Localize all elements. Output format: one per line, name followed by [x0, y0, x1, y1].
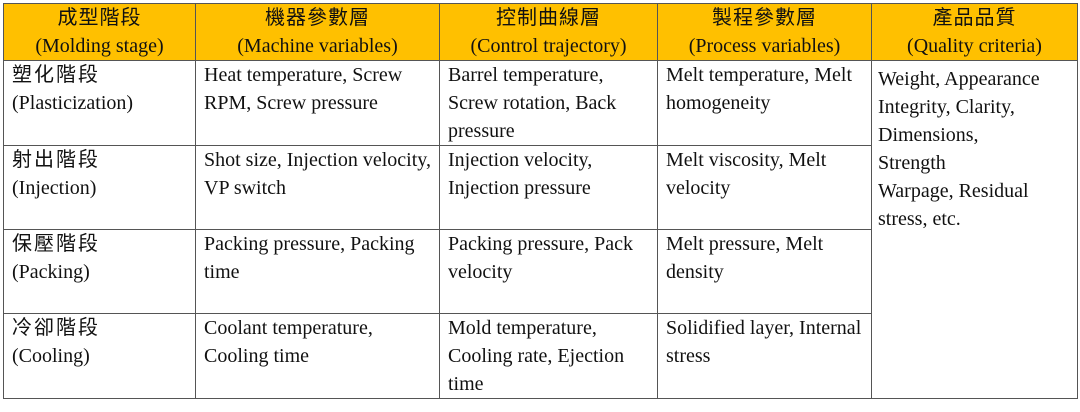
header-label-en: (Control trajectory) [470, 35, 627, 57]
machine-variables-text: Packing pressure, Packing time [204, 233, 415, 283]
header-label-en: (Molding stage) [35, 35, 164, 57]
stage-name-zh: 射出階段 [12, 149, 100, 171]
header-control-trajectory: 控制曲線層 (Control trajectory) [439, 3, 658, 61]
table-body: 塑化階段 (Plasticization) Heat temperature, … [3, 60, 1078, 399]
machine-variables-text: Heat temperature, Screw RPM, Screw press… [204, 64, 403, 114]
table-header: 成型階段 (Molding stage) 機器參數層 (Machine vari… [3, 3, 1078, 61]
stage-name-en: (Packing) [12, 261, 90, 283]
stage-cell: 塑化階段 (Plasticization) [3, 60, 196, 146]
process-variables-cell: Melt temperature, Melt homogeneity [657, 60, 872, 146]
control-trajectory-cell: Injection velocity, Injection pressure [439, 145, 658, 230]
stage-name-zh: 塑化階段 [12, 64, 100, 86]
table-row-cooling: 冷卻階段 (Cooling) Coolant temperature, Cool… [3, 313, 1078, 399]
table-row-injection: 射出階段 (Injection) Shot size, Injection ve… [3, 145, 1078, 230]
header-label-zh: 製程參數層 [712, 7, 817, 29]
quality-criteria-cell: Weight, Appearance Integrity, Clarity, D… [871, 60, 1078, 399]
header-label-en: (Process variables) [688, 35, 841, 57]
control-trajectory-text: Packing pressure, Pack velocity [448, 233, 633, 283]
table-row-packing: 保壓階段 (Packing) Packing pressure, Packing… [3, 229, 1078, 314]
quality-line: Warpage, Residual [878, 180, 1029, 202]
quality-line: Integrity, Clarity, [878, 96, 1015, 118]
machine-variables-cell: Shot size, Injection velocity, VP switch [195, 145, 440, 230]
process-variables-cell: Solidified layer, Internal stress [657, 313, 872, 399]
machine-variables-cell: Coolant temperature, Cooling time [195, 313, 440, 399]
header-quality-criteria: 產品品質 (Quality criteria) [871, 3, 1078, 61]
process-variables-cell: Melt viscosity, Melt velocity [657, 145, 872, 230]
stage-name-en: (Cooling) [12, 345, 90, 367]
process-variables-text: Solidified layer, Internal stress [666, 317, 862, 367]
quality-line: Strength [878, 152, 946, 174]
molding-process-table: 成型階段 (Molding stage) 機器參數層 (Machine vari… [3, 3, 1078, 399]
header-label-zh: 機器參數層 [265, 7, 370, 29]
header-label-en: (Machine variables) [237, 35, 398, 57]
stage-name-en: (Plasticization) [12, 92, 134, 114]
process-variables-text: Melt viscosity, Melt velocity [666, 149, 827, 199]
stage-cell: 保壓階段 (Packing) [3, 229, 196, 314]
machine-variables-text: Shot size, Injection velocity, VP switch [204, 149, 431, 199]
quality-line: Dimensions, [878, 124, 979, 146]
stage-name-zh: 保壓階段 [12, 233, 100, 255]
header-label-zh: 產品品質 [932, 7, 1017, 29]
machine-variables-cell: Packing pressure, Packing time [195, 229, 440, 314]
stage-name-zh: 冷卻階段 [12, 317, 100, 339]
quality-line: stress, etc. [878, 208, 961, 230]
machine-variables-cell: Heat temperature, Screw RPM, Screw press… [195, 60, 440, 146]
header-molding-stage: 成型階段 (Molding stage) [3, 3, 196, 61]
machine-variables-text: Coolant temperature, Cooling time [204, 317, 373, 367]
stage-cell: 射出階段 (Injection) [3, 145, 196, 230]
quality-line: Weight, Appearance [878, 68, 1040, 90]
header-process-variables: 製程參數層 (Process variables) [657, 3, 872, 61]
control-trajectory-cell: Packing pressure, Pack velocity [439, 229, 658, 314]
header-label-zh: 控制曲線層 [496, 7, 601, 29]
process-variables-cell: Melt pressure, Melt density [657, 229, 872, 314]
header-label-en: (Quality criteria) [907, 35, 1042, 57]
control-trajectory-text: Barrel temperature, Screw rotation, Back… [448, 64, 617, 142]
control-trajectory-cell: Barrel temperature, Screw rotation, Back… [439, 60, 658, 146]
header-row: 成型階段 (Molding stage) 機器參數層 (Machine vari… [3, 3, 1078, 61]
process-variables-text: Melt pressure, Melt density [666, 233, 824, 283]
control-trajectory-cell: Mold temperature, Cooling rate, Ejection… [439, 313, 658, 399]
control-trajectory-text: Injection velocity, Injection pressure [448, 149, 593, 199]
stage-cell: 冷卻階段 (Cooling) [3, 313, 196, 399]
control-trajectory-text: Mold temperature, Cooling rate, Ejection… [448, 317, 625, 395]
stage-name-en: (Injection) [12, 177, 97, 199]
table-row-plasticization: 塑化階段 (Plasticization) Heat temperature, … [3, 60, 1078, 399]
header-label-zh: 成型階段 [57, 7, 142, 29]
header-machine-variables: 機器參數層 (Machine variables) [195, 3, 440, 61]
process-variables-text: Melt temperature, Melt homogeneity [666, 64, 853, 114]
